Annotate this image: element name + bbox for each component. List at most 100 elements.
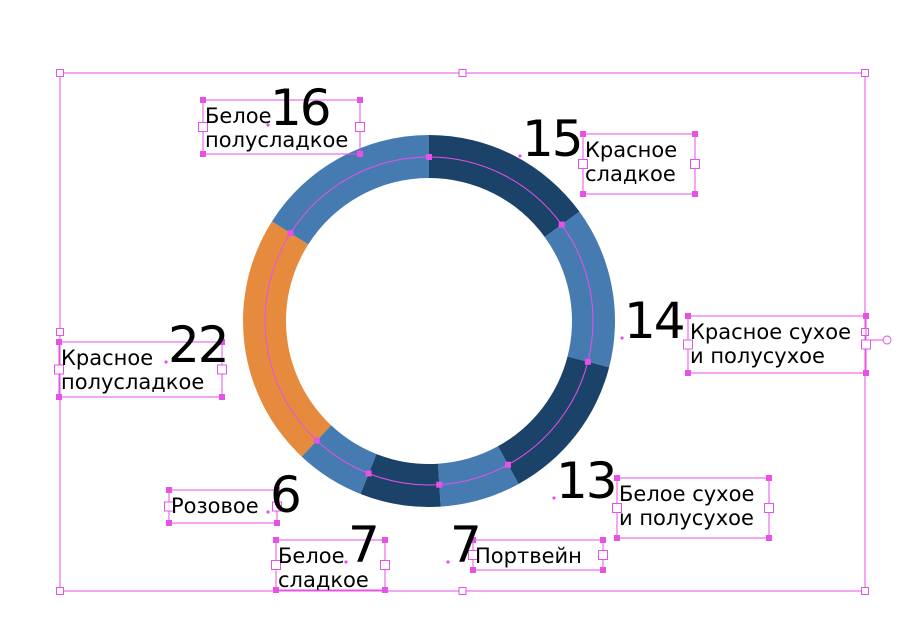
slice-5-label-corner[interactable] [382,587,388,593]
slice-1-label-corner[interactable] [580,131,586,137]
frame-resize-handle[interactable] [458,69,467,77]
slice-3-label-corner[interactable] [614,535,620,541]
slice-2-label-corner[interactable] [863,313,869,319]
slice-8-label-port[interactable] [355,122,365,132]
slice-7-label-corner[interactable] [56,394,62,400]
frame-resize-handle[interactable] [861,328,869,336]
slice-4-value[interactable]: 7 [450,516,482,574]
slice-5-label[interactable]: Белое сладкое [278,544,369,592]
slice-3-label-corner[interactable] [614,475,620,481]
slice-8-label[interactable]: Белое полусладкое [205,104,348,152]
slice-2-label-corner[interactable] [685,313,691,319]
slice-3-label-port[interactable] [764,503,774,513]
slice-2-label-corner[interactable] [685,370,691,376]
slice-5-label-port[interactable] [271,560,281,570]
slice-7-value-anchor [164,360,168,364]
slice-5-arc[interactable] [360,453,441,507]
slice-5-label-corner[interactable] [273,537,279,543]
rotate-handle[interactable] [882,335,892,345]
slice-7-value[interactable]: 22 [168,316,230,374]
slice-1-label-corner[interactable] [692,131,698,137]
slice-7-guide-arc [264,232,318,441]
slice-3-value-anchor [552,496,556,500]
slice-4-label-corner[interactable] [600,537,606,543]
slice-1-label-port[interactable] [578,159,588,169]
slice-4-label-corner[interactable] [470,537,476,543]
slice-2-label-line: Красное сухое [690,320,851,344]
slice-6-label-corner[interactable] [166,520,172,526]
slice-2-value[interactable]: 14 [624,292,686,350]
frame-resize-handle[interactable] [56,587,64,595]
slice-3-label-corner[interactable] [766,535,772,541]
slice-2-label-line: и полусухое [690,344,825,368]
slice-4-arc[interactable] [437,446,519,507]
slice-7-arc[interactable] [243,221,332,457]
frame-resize-handle[interactable] [56,69,64,77]
slice-8-label-corner[interactable] [200,151,206,157]
slice-3-value[interactable]: 13 [556,452,618,510]
slice-5-label-corner[interactable] [273,587,279,593]
slice-4-label-corner[interactable] [600,567,606,573]
slice-6-label-corner[interactable] [274,487,280,493]
slice-7-label-corner[interactable] [219,394,225,400]
frame-resize-handle[interactable] [861,587,869,595]
slice-6-value[interactable]: 6 [270,466,302,524]
slice-6-label[interactable]: Розовое [171,494,259,518]
slice-1-arc[interactable] [429,135,580,237]
slice-8-label-corner[interactable] [357,151,363,157]
slice-4-label-port[interactable] [468,550,478,560]
slice-3-label-port[interactable] [612,503,622,513]
slice-5-label-line: сладкое [278,568,369,592]
slice-8-label-corner[interactable] [200,97,206,103]
slice-4-anchor-point[interactable] [505,461,512,468]
slice-3-anchor-point[interactable] [584,358,591,365]
slice-7-anchor-point[interactable] [313,437,320,444]
slice-5-anchor-point[interactable] [436,481,443,488]
slice-1-guide-arc [428,156,563,225]
slice-2-label-port[interactable] [683,339,693,350]
slice-3-arc[interactable] [497,356,610,484]
slice-2-label[interactable]: Красное сухое и полусухое [690,320,851,368]
slice-7-label[interactable]: Красное полусладкое [61,346,204,394]
slice-4-label[interactable]: Портвейн [475,544,582,568]
slice-8-label-corner[interactable] [357,97,363,103]
slice-2-anchor-point[interactable] [558,221,565,228]
slice-5-label-line: Белое [278,544,345,568]
slice-1-label-port[interactable] [690,159,700,169]
frame-resize-handle[interactable] [458,587,467,595]
slice-7-label-port[interactable] [217,364,227,375]
slice-7-label-line: Красное [61,346,153,370]
slice-6-label-port[interactable] [272,501,282,512]
slice-4-label-corner[interactable] [470,567,476,573]
slice-7-label-corner[interactable] [56,339,62,345]
slice-5-value[interactable]: 7 [348,516,380,574]
slice-8-label-port[interactable] [198,122,208,132]
frame-resize-handle[interactable] [56,328,64,336]
slice-3-label-line: Белое сухое [619,482,754,506]
slice-2-label-corner[interactable] [863,370,869,376]
slice-2-arc[interactable] [544,211,616,368]
frame-resize-handle[interactable] [861,69,869,77]
slice-3-label-line: и полусухое [619,506,754,530]
slice-3-label[interactable]: Белое сухое и полусухое [619,482,754,530]
slice-8-anchor-point[interactable] [287,230,294,237]
slice-6-label-port[interactable] [164,501,174,512]
slice-6-label-corner[interactable] [274,520,280,526]
slice-6-anchor-point[interactable] [365,470,372,477]
slice-1-label-corner[interactable] [580,191,586,197]
slice-2-label-port[interactable] [861,339,871,350]
slice-1-label-corner[interactable] [692,191,698,197]
slice-6-label-corner[interactable] [166,487,172,493]
slice-1-value[interactable]: 15 [522,110,584,168]
slice-5-label-corner[interactable] [382,537,388,543]
slice-1-label[interactable]: Красное сладкое [585,138,677,186]
slice-2-guide-arc [561,224,594,362]
slice-6-arc[interactable] [301,425,377,494]
slice-7-label-corner[interactable] [219,339,225,345]
slice-5-label-port[interactable] [380,560,390,570]
slice-4-label-port[interactable] [598,550,608,560]
slice-8-arc[interactable] [271,135,429,245]
slice-7-label-port[interactable] [54,364,64,375]
slice-8-value[interactable]: 16 [270,79,332,137]
slice-3-label-corner[interactable] [766,475,772,481]
